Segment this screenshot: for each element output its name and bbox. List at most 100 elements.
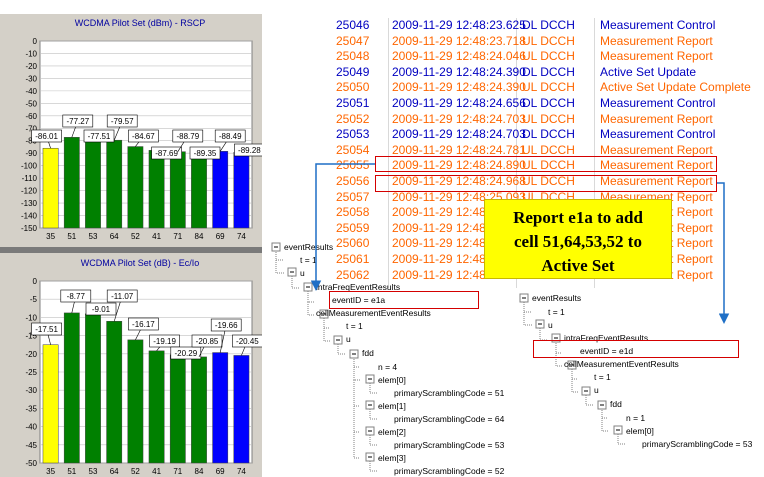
log-row[interactable]: 25051 2009-11-29 12:48:24.656 DL DCCH Measu…	[330, 96, 764, 112]
data-label-box	[191, 334, 223, 348]
tree-node[interactable]: u	[594, 385, 599, 395]
y-tick-label: -20	[25, 350, 37, 359]
highlight-row-25056	[375, 175, 717, 192]
log-row[interactable]: 25056 2009-11-29 12:48:24.968 UL DCCH Measu…	[330, 174, 764, 190]
log-row[interactable]: 25048 2009-11-29 12:48:24.046 UL DCCH Measu…	[330, 49, 764, 65]
tree-node[interactable]: intraFreqEventResults	[564, 333, 649, 343]
tree-node[interactable]: t = 1	[346, 321, 363, 331]
x-tick-label: 71	[173, 232, 182, 241]
log-row[interactable]: 25047 2009-11-29 12:48:23.718 UL DCCH Measu…	[330, 34, 764, 50]
y-tick-label: -70	[25, 124, 37, 133]
data-label-box	[214, 129, 246, 143]
tree-node[interactable]: intraFreqEventResults	[316, 282, 401, 292]
x-tick-label: 35	[46, 232, 55, 241]
highlight-row-25055	[375, 156, 717, 172]
log-seq-cell: 25059	[336, 220, 370, 235]
tree-node[interactable]: elem[3]	[378, 453, 406, 463]
ecio-chart: WCDMA Pilot Set (dB) - Ec/Io 0 -5 -10 -15 -20…	[25, 258, 262, 476]
data-label: -20.29	[174, 349, 197, 358]
data-label-box	[60, 289, 92, 303]
log-row[interactable]: 25053 2009-11-29 12:48:24.703 DL DCCH Measu…	[330, 127, 764, 143]
x-tick-label: 84	[195, 467, 204, 476]
log-seq-cell: 25056	[336, 174, 370, 188]
column-divider	[594, 18, 595, 288]
x-tick-label: 69	[216, 467, 225, 476]
arrow-to-e1d	[717, 182, 730, 324]
tree-node[interactable]: cellMeasurementEventResults	[564, 359, 679, 369]
log-row[interactable]: 25055 2009-11-29 12:48:24.890 UL DCCH Measu…	[330, 158, 764, 174]
y-tick-label: -15	[25, 332, 37, 341]
x-tick-label: 51	[67, 232, 76, 241]
log-message-cell: Measurement Control	[600, 127, 716, 142]
log-time-cell: 2009-11-29 12:48:24.656	[392, 96, 526, 110]
log-seq-cell: 25046	[336, 18, 370, 32]
panel-divider	[0, 247, 262, 253]
tree-node[interactable]: n = 1	[626, 413, 646, 423]
y-tick-label: -130	[21, 199, 38, 208]
y-tick-label: -140	[21, 212, 38, 221]
x-tick-label: 64	[110, 467, 119, 476]
tree-node[interactable]: elem[0]	[626, 426, 654, 436]
log-message-cell: Measurement Report	[600, 33, 713, 48]
data-label-box	[31, 129, 62, 143]
data-label: -89.28	[238, 146, 261, 155]
y-tick-label: -40	[25, 87, 37, 96]
tree-node[interactable]: primaryScramblingCode = 64	[394, 414, 505, 424]
log-direction-cell: UL DCCH	[522, 174, 575, 188]
data-label-box	[62, 114, 94, 128]
y-tick-label: -10	[25, 313, 37, 322]
tree-node[interactable]: t = 1	[548, 307, 565, 317]
annotation-callout: Report e1a to add cell 51,64,53,52 to Ac…	[484, 199, 672, 279]
tree-node[interactable]: u	[346, 334, 351, 344]
tree-node[interactable]: t = 1	[300, 255, 317, 265]
log-direction-cell: UL DCCH	[522, 158, 575, 173]
tree-node[interactable]: elem[1]	[378, 401, 406, 411]
tree-node[interactable]: primaryScramblingCode = 53	[642, 439, 753, 449]
log-row[interactable]: 25050 2009-11-29 12:48:24.390 UL DCCH Activ…	[330, 80, 764, 96]
y-tick-label: -150	[21, 224, 38, 233]
tree-node[interactable]: fdd	[610, 399, 622, 409]
tree-node[interactable]: u	[548, 320, 553, 330]
tree-node[interactable]: eventResults	[532, 293, 582, 303]
tree-node[interactable]: fdd	[362, 348, 374, 358]
log-row[interactable]: 25052 2009-11-29 12:48:24.703 UL DCCH Measu…	[330, 112, 764, 128]
tree-node[interactable]: elem[2]	[378, 427, 406, 437]
x-tick-label: 52	[131, 232, 140, 241]
chart-title: WCDMA Pilot Set (dBm) - RSCP	[75, 18, 206, 28]
log-seq-cell: 25050	[336, 80, 370, 95]
data-label: -84.67	[132, 132, 155, 141]
tree-node[interactable]: elem[0]	[378, 375, 406, 385]
tree-node[interactable]: u	[300, 268, 305, 278]
y-tick-label: -30	[25, 386, 37, 395]
log-row[interactable]: 25054 2009-11-29 12:48:24.781 UL DCCH Measu…	[330, 143, 764, 159]
log-seq-cell: 25062	[336, 267, 370, 282]
log-time-cell: 2009-11-29 12:48:24.968	[392, 174, 526, 188]
bar	[212, 352, 229, 464]
tree-node[interactable]: t = 1	[594, 372, 611, 382]
log-row[interactable]: 25046 2009-11-29 12:48:23.625 DL DCCH Measu…	[330, 18, 764, 34]
chart-title: WCDMA Pilot Set (dB) - Ec/Io	[81, 258, 200, 268]
data-label-box	[128, 317, 159, 331]
tree-node[interactable]: primaryScramblingCode = 53	[394, 440, 505, 450]
log-time-cell: 2009-11-29 12:48:24.046	[392, 49, 526, 64]
log-seq-cell: 25058	[336, 205, 370, 220]
log-time-cell: 2009-11-29 12:48:24.781	[392, 142, 526, 157]
log-direction-cell: UL DCCH	[522, 111, 575, 126]
tree-node-event-id[interactable]: eventID = e1d	[580, 346, 634, 356]
tree-node[interactable]: primaryScramblingCode = 51	[394, 388, 505, 398]
log-seq-cell: 25052	[336, 111, 370, 126]
tree-node-event-id[interactable]: eventID = e1a	[332, 295, 386, 305]
log-message-cell: Active Set Update	[600, 64, 697, 79]
tree-node[interactable]: eventResults	[284, 242, 334, 252]
tree-node[interactable]: cellMeasurementEventResults	[316, 308, 431, 318]
tree-node[interactable]: primaryScramblingCode = 52	[394, 466, 505, 476]
data-label: -89.35	[194, 149, 217, 158]
log-row[interactable]: 25049 2009-11-29 12:48:24.390 DL DCCH Activ…	[330, 65, 764, 81]
data-label-box	[106, 114, 138, 128]
data-label-box	[210, 318, 242, 332]
tree-node[interactable]: n = 4	[378, 362, 398, 372]
log-message-cell: Measurement Report	[600, 158, 713, 173]
data-label: -19.19	[153, 337, 176, 346]
log-time-cell: 2009-11-29 12:48:24.390	[392, 80, 526, 95]
